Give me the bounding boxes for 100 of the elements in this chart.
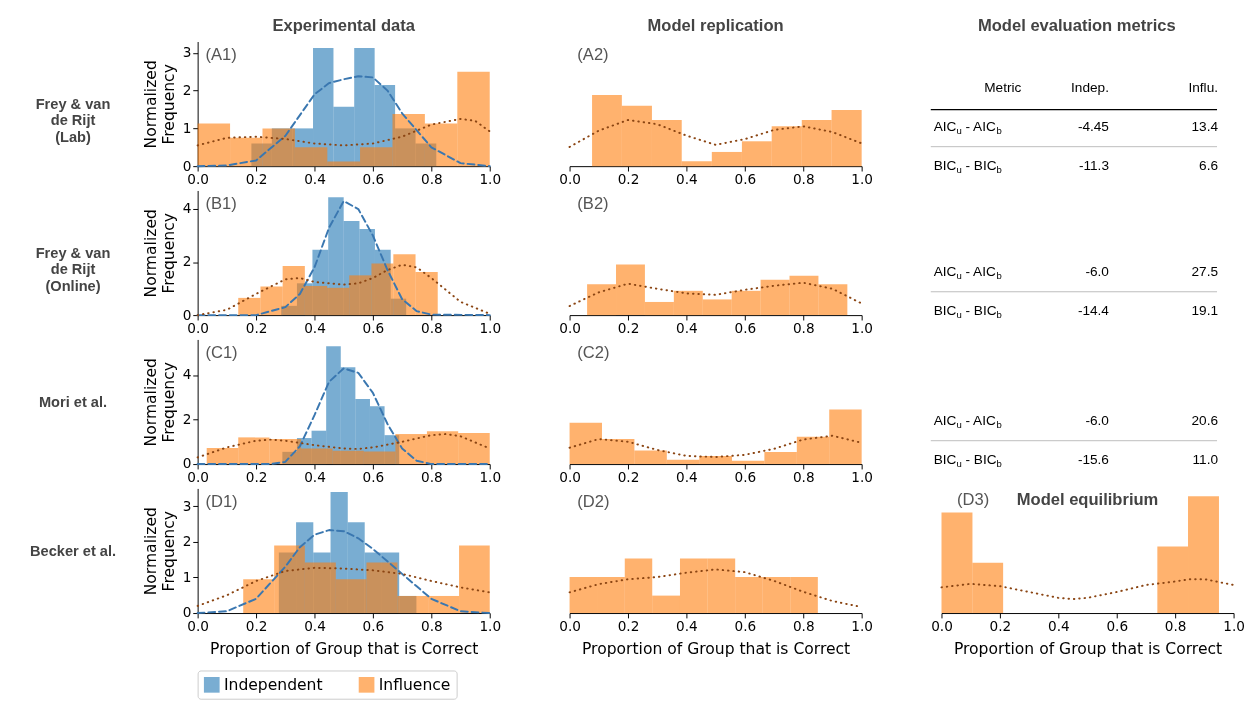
y-axis-title: Normalized Frequency bbox=[142, 507, 178, 596]
x-tick-label: 0.0 bbox=[187, 469, 209, 486]
y-tick-label: 0 bbox=[182, 604, 192, 621]
x-tick-label: 0.6 bbox=[362, 171, 385, 188]
y-tick-label: 0 bbox=[182, 455, 192, 472]
x-tick-label: 1.0 bbox=[851, 320, 873, 337]
chart-title: Model replication bbox=[647, 15, 784, 35]
text: (B2) bbox=[577, 194, 609, 213]
y-axis-title: Normalized Frequency bbox=[142, 358, 178, 447]
y-tick-label: 2 bbox=[182, 82, 192, 99]
x-axis-title: Proportion of Group that is Correct bbox=[581, 640, 851, 659]
text: -15.6 bbox=[1077, 452, 1109, 468]
y-tick-label: 1 bbox=[182, 119, 192, 136]
text: 20.6 bbox=[1191, 413, 1218, 429]
chart-title: Model equilibrium bbox=[1016, 489, 1159, 509]
x-axis-title: Proportion of Group that is Correct bbox=[210, 640, 479, 659]
text: (D2) bbox=[577, 491, 610, 511]
x-tick-label: 0.0 bbox=[187, 320, 209, 337]
x-tick-label: 0.6 bbox=[362, 469, 385, 486]
x-tick-label: 0.0 bbox=[559, 171, 581, 188]
x-tick-label: 0.6 bbox=[734, 618, 757, 635]
y-tick-label: 0 bbox=[182, 306, 192, 323]
y-axis-title: Normalized Frequency bbox=[142, 209, 178, 298]
x-tick-label: 0.4 bbox=[676, 320, 698, 337]
x-tick-label: 0.2 bbox=[245, 618, 268, 635]
x-tick-label: 0.4 bbox=[304, 469, 326, 486]
x-tick-label: 1.0 bbox=[479, 469, 502, 486]
x-tick-label: 0.0 bbox=[559, 320, 581, 337]
category-label: Indep. bbox=[1071, 80, 1109, 96]
x-tick-label: 0.2 bbox=[245, 171, 268, 188]
text: (A2) bbox=[577, 45, 609, 65]
text: -11.3 bbox=[1078, 158, 1109, 174]
text: Becker et al. bbox=[30, 542, 117, 559]
x-tick-label: 0.8 bbox=[1164, 618, 1187, 635]
text: (C2) bbox=[577, 342, 610, 362]
annotation: (A1) bbox=[205, 45, 237, 65]
x-tick-label: 0.6 bbox=[734, 469, 757, 486]
y-axis-title: Normalized Frequency bbox=[142, 60, 178, 149]
x-tick-label: 0.8 bbox=[420, 618, 443, 635]
text: 11.0 bbox=[1192, 452, 1219, 468]
text: Model evaluation metrics bbox=[977, 15, 1176, 35]
x-tick-label: 0.6 bbox=[734, 320, 757, 337]
x-tick-label: 1.0 bbox=[1223, 618, 1245, 635]
annotation: (D3) bbox=[957, 489, 990, 509]
annotation: (C1) bbox=[205, 342, 238, 362]
x-tick-label: 0.4 bbox=[676, 171, 698, 188]
x-tick-label: 0.2 bbox=[617, 171, 640, 188]
text: Frey & van de Rijt (Lab) bbox=[35, 95, 111, 145]
x-tick-label: 0.2 bbox=[617, 618, 640, 635]
text: 19.1 bbox=[1191, 303, 1218, 319]
x-tick-label: 0.6 bbox=[362, 320, 385, 337]
text: -14.4 bbox=[1077, 303, 1110, 319]
x-tick-label: 0.8 bbox=[792, 171, 815, 188]
y-tick-label: 2 bbox=[182, 533, 192, 550]
x-tick-label: 0.8 bbox=[792, 320, 815, 337]
x-tick-label: 0.0 bbox=[559, 469, 581, 486]
x-tick-label: 0.4 bbox=[304, 618, 326, 635]
x-tick-label: 1.0 bbox=[479, 171, 502, 188]
text: Mori et al. bbox=[38, 393, 108, 410]
line-series bbox=[196, 117, 491, 147]
x-tick-label: 0.8 bbox=[420, 469, 443, 486]
text: Frey & van de Rijt (Online) bbox=[35, 244, 111, 294]
x-tick-label: 0.2 bbox=[989, 618, 1012, 635]
text: 6.6 bbox=[1199, 158, 1218, 174]
text: -4.45 bbox=[1077, 119, 1109, 135]
y-tick-label: 3 bbox=[182, 44, 192, 61]
x-tick-label: 0.4 bbox=[676, 618, 698, 635]
y-tick-label: 2 bbox=[182, 410, 192, 427]
x-tick-label: 1.0 bbox=[851, 171, 873, 188]
x-tick-label: 0.2 bbox=[245, 469, 268, 486]
legend-label: Independent bbox=[223, 675, 323, 694]
x-tick-label: 0.4 bbox=[676, 469, 698, 486]
x-tick-label: 0.2 bbox=[617, 469, 640, 486]
x-tick-label: 0.6 bbox=[734, 171, 757, 188]
text: 13.4 bbox=[1191, 119, 1219, 135]
chart-title: Experimental data bbox=[272, 15, 416, 35]
x-tick-label: 0.4 bbox=[304, 171, 326, 188]
x-tick-label: 0.2 bbox=[617, 320, 640, 337]
y-tick-label: 4 bbox=[182, 366, 192, 383]
x-tick-label: 0.4 bbox=[1047, 618, 1070, 635]
x-tick-label: 0.0 bbox=[187, 171, 209, 188]
x-axis-title: Proportion of Group that is Correct bbox=[953, 640, 1223, 659]
x-tick-label: 0.6 bbox=[362, 618, 385, 635]
line-series bbox=[196, 566, 491, 607]
x-tick-label: 0.0 bbox=[187, 618, 209, 635]
y-tick-label: 4 bbox=[182, 200, 192, 217]
x-tick-label: 0.2 bbox=[245, 320, 268, 337]
x-tick-label: 1.0 bbox=[479, 320, 502, 337]
y-tick-label: 2 bbox=[182, 253, 192, 270]
y-tick-label: 3 bbox=[182, 497, 192, 514]
x-tick-label: 1.0 bbox=[479, 618, 502, 635]
annotation: (D1) bbox=[205, 491, 238, 511]
category-label: Influ. bbox=[1188, 80, 1218, 96]
x-tick-label: 1.0 bbox=[851, 469, 873, 486]
x-tick-label: 0.0 bbox=[559, 618, 581, 635]
text: -6.0 bbox=[1085, 413, 1110, 429]
y-tick-label: 0 bbox=[182, 157, 192, 174]
legend-label: Influence bbox=[378, 675, 451, 694]
text: -6.0 bbox=[1085, 264, 1110, 280]
x-tick-label: 0.8 bbox=[792, 469, 815, 486]
